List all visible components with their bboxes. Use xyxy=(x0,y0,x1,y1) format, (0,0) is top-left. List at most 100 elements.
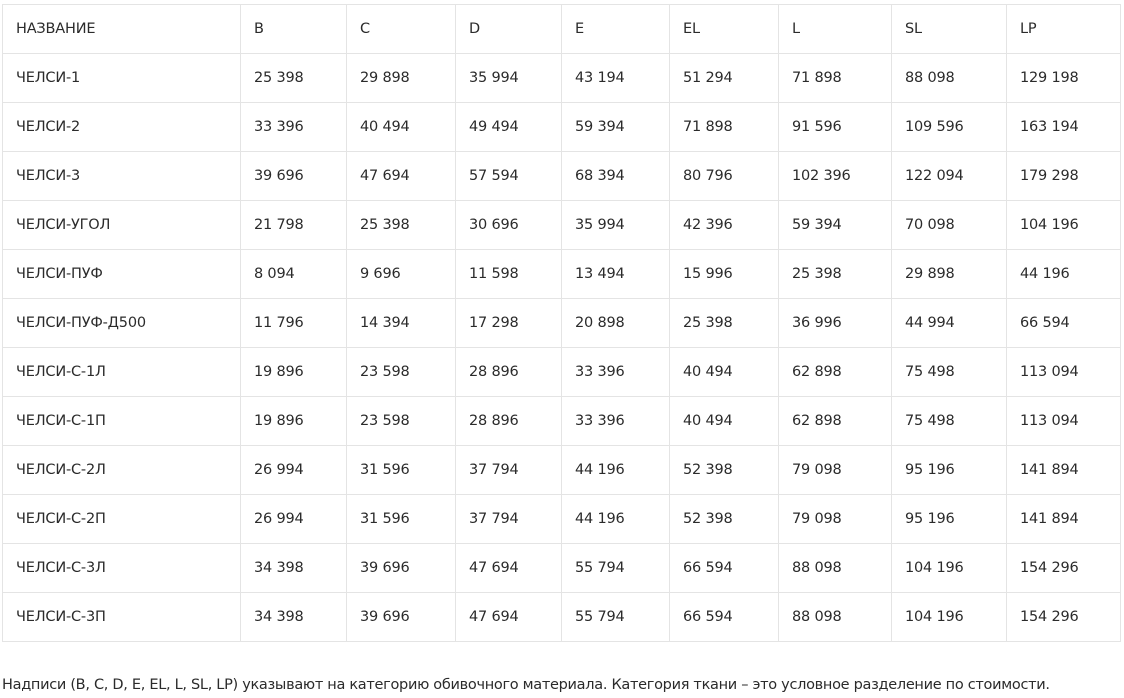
cell-name: ЧЕЛСИ-УГОЛ xyxy=(2,200,241,250)
cell-name: ЧЕЛСИ-С-2П xyxy=(2,494,241,544)
cell-sl: 104 196 xyxy=(891,592,1007,642)
table-row: ЧЕЛСИ-С-2П 26 994 31 596 37 794 44 196 52 398… xyxy=(2,494,1121,544)
table-row: ЧЕЛСИ-ПУФ 8 094 9 696 11 598 13 494 15 996 25 … xyxy=(2,249,1121,299)
cell-sl: 88 098 xyxy=(891,53,1007,103)
header-el: EL xyxy=(669,4,779,54)
table-header-row: НАЗВАНИЕ B C D E EL L SL LP xyxy=(2,4,1121,54)
cell-d: 30 696 xyxy=(455,200,562,250)
cell-d: 47 694 xyxy=(455,543,562,593)
cell-l: 102 396 xyxy=(778,151,892,201)
cell-sl: 95 196 xyxy=(891,494,1007,544)
cell-name: ЧЕЛСИ-1 xyxy=(2,53,241,103)
table-row: ЧЕЛСИ-С-3П 34 398 39 696 47 694 55 794 66 594… xyxy=(2,592,1121,642)
table-row: ЧЕЛСИ-С-1Л 19 896 23 598 28 896 33 396 40 494… xyxy=(2,347,1121,397)
cell-c: 39 696 xyxy=(346,543,456,593)
cell-c: 14 394 xyxy=(346,298,456,348)
cell-name: ЧЕЛСИ-С-1П xyxy=(2,396,241,446)
cell-c: 23 598 xyxy=(346,396,456,446)
cell-name: ЧЕЛСИ-С-3Л xyxy=(2,543,241,593)
cell-d: 57 594 xyxy=(455,151,562,201)
cell-e: 44 196 xyxy=(561,445,670,495)
cell-e: 55 794 xyxy=(561,543,670,593)
cell-b: 26 994 xyxy=(240,445,347,495)
table-row: ЧЕЛСИ-ПУФ-Д500 11 796 14 394 17 298 20 898 25… xyxy=(2,298,1121,348)
cell-c: 31 596 xyxy=(346,445,456,495)
cell-sl: 75 498 xyxy=(891,396,1007,446)
cell-sl: 95 196 xyxy=(891,445,1007,495)
cell-el: 25 398 xyxy=(669,298,779,348)
cell-el: 42 396 xyxy=(669,200,779,250)
cell-name: ЧЕЛСИ-2 xyxy=(2,102,241,152)
cell-sl: 104 196 xyxy=(891,543,1007,593)
cell-e: 35 994 xyxy=(561,200,670,250)
header-lp: LP xyxy=(1006,4,1121,54)
header-l: L xyxy=(778,4,892,54)
cell-l: 88 098 xyxy=(778,543,892,593)
cell-l: 79 098 xyxy=(778,494,892,544)
cell-l: 71 898 xyxy=(778,53,892,103)
cell-e: 43 194 xyxy=(561,53,670,103)
cell-lp: 141 894 xyxy=(1006,494,1121,544)
cell-lp: 141 894 xyxy=(1006,445,1121,495)
cell-el: 66 594 xyxy=(669,592,779,642)
cell-b: 39 696 xyxy=(240,151,347,201)
cell-b: 34 398 xyxy=(240,543,347,593)
cell-b: 19 896 xyxy=(240,347,347,397)
cell-b: 21 798 xyxy=(240,200,347,250)
cell-c: 23 598 xyxy=(346,347,456,397)
cell-e: 68 394 xyxy=(561,151,670,201)
cell-l: 36 996 xyxy=(778,298,892,348)
cell-lp: 154 296 xyxy=(1006,543,1121,593)
table-row: ЧЕЛСИ-УГОЛ 21 798 25 398 30 696 35 994 42 396… xyxy=(2,200,1121,250)
cell-lp: 104 196 xyxy=(1006,200,1121,250)
cell-lp: 66 594 xyxy=(1006,298,1121,348)
cell-l: 88 098 xyxy=(778,592,892,642)
cell-l: 62 898 xyxy=(778,396,892,446)
table-body: ЧЕЛСИ-1 25 398 29 898 35 994 43 194 51 294 71 … xyxy=(2,53,1121,642)
cell-b: 11 796 xyxy=(240,298,347,348)
cell-lp: 44 196 xyxy=(1006,249,1121,299)
cell-el: 52 398 xyxy=(669,494,779,544)
cell-el: 52 398 xyxy=(669,445,779,495)
cell-d: 49 494 xyxy=(455,102,562,152)
cell-d: 37 794 xyxy=(455,494,562,544)
cell-d: 47 694 xyxy=(455,592,562,642)
cell-c: 31 596 xyxy=(346,494,456,544)
cell-l: 79 098 xyxy=(778,445,892,495)
cell-c: 25 398 xyxy=(346,200,456,250)
table-row: ЧЕЛСИ-1 25 398 29 898 35 994 43 194 51 294 71 … xyxy=(2,53,1121,103)
cell-lp: 129 198 xyxy=(1006,53,1121,103)
header-c: C xyxy=(346,4,456,54)
cell-e: 44 196 xyxy=(561,494,670,544)
cell-b: 8 094 xyxy=(240,249,347,299)
cell-el: 40 494 xyxy=(669,347,779,397)
cell-name: ЧЕЛСИ-ПУФ xyxy=(2,249,241,299)
table-row: ЧЕЛСИ-С-3Л 34 398 39 696 47 694 55 794 66 594… xyxy=(2,543,1121,593)
cell-e: 20 898 xyxy=(561,298,670,348)
header-e: E xyxy=(561,4,670,54)
price-table: НАЗВАНИЕ B C D E EL L SL LP ЧЕЛСИ-1 25 39… xyxy=(2,4,1121,642)
table-row: ЧЕЛСИ-С-1П 19 896 23 598 28 896 33 396 40 494… xyxy=(2,396,1121,446)
cell-name: ЧЕЛСИ-С-3П xyxy=(2,592,241,642)
cell-e: 13 494 xyxy=(561,249,670,299)
cell-el: 15 996 xyxy=(669,249,779,299)
cell-sl: 70 098 xyxy=(891,200,1007,250)
cell-el: 80 796 xyxy=(669,151,779,201)
cell-lp: 154 296 xyxy=(1006,592,1121,642)
cell-d: 35 994 xyxy=(455,53,562,103)
cell-name: ЧЕЛСИ-С-2Л xyxy=(2,445,241,495)
cell-d: 17 298 xyxy=(455,298,562,348)
cell-b: 34 398 xyxy=(240,592,347,642)
table-row: ЧЕЛСИ-2 33 396 40 494 49 494 59 394 71 898 91 … xyxy=(2,102,1121,152)
cell-e: 33 396 xyxy=(561,396,670,446)
table-row: ЧЕЛСИ-3 39 696 47 694 57 594 68 394 80 796 102… xyxy=(2,151,1121,201)
cell-c: 9 696 xyxy=(346,249,456,299)
cell-el: 51 294 xyxy=(669,53,779,103)
header-d: D xyxy=(455,4,562,54)
cell-lp: 113 094 xyxy=(1006,396,1121,446)
cell-name: ЧЕЛСИ-3 xyxy=(2,151,241,201)
cell-e: 59 394 xyxy=(561,102,670,152)
cell-lp: 163 194 xyxy=(1006,102,1121,152)
cell-lp: 113 094 xyxy=(1006,347,1121,397)
cell-b: 26 994 xyxy=(240,494,347,544)
